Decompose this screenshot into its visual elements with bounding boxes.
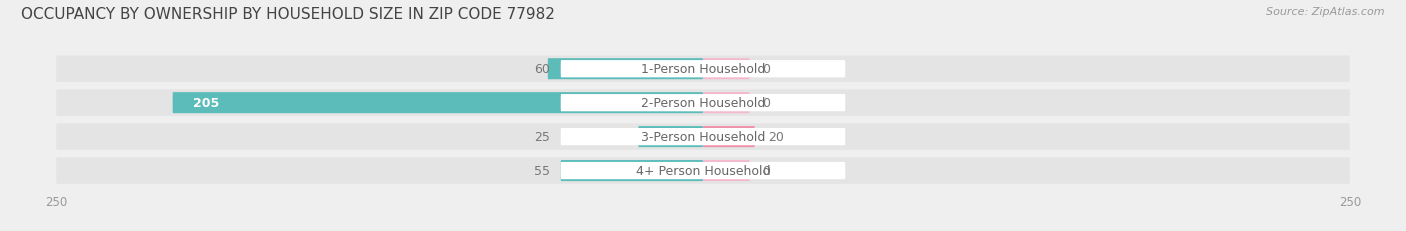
Text: OCCUPANCY BY OWNERSHIP BY HOUSEHOLD SIZE IN ZIP CODE 77982: OCCUPANCY BY OWNERSHIP BY HOUSEHOLD SIZE… (21, 7, 555, 22)
FancyBboxPatch shape (703, 160, 749, 181)
FancyBboxPatch shape (703, 93, 749, 114)
Text: 55: 55 (534, 164, 550, 177)
Text: 205: 205 (194, 97, 219, 110)
Text: 3-Person Household: 3-Person Household (641, 131, 765, 143)
FancyBboxPatch shape (561, 61, 845, 78)
FancyBboxPatch shape (56, 90, 1350, 116)
FancyBboxPatch shape (173, 93, 703, 114)
Text: 0: 0 (762, 164, 770, 177)
FancyBboxPatch shape (56, 124, 1350, 150)
FancyBboxPatch shape (638, 127, 703, 148)
Text: 0: 0 (762, 97, 770, 110)
FancyBboxPatch shape (56, 56, 1350, 83)
FancyBboxPatch shape (561, 160, 703, 181)
FancyBboxPatch shape (561, 95, 845, 112)
FancyBboxPatch shape (703, 127, 755, 148)
Text: 20: 20 (768, 131, 783, 143)
Text: 60: 60 (534, 63, 550, 76)
Text: Source: ZipAtlas.com: Source: ZipAtlas.com (1267, 7, 1385, 17)
Text: 0: 0 (762, 63, 770, 76)
FancyBboxPatch shape (561, 128, 845, 146)
Text: 1-Person Household: 1-Person Household (641, 63, 765, 76)
FancyBboxPatch shape (703, 59, 749, 80)
Text: 4+ Person Household: 4+ Person Household (636, 164, 770, 177)
Text: 25: 25 (534, 131, 550, 143)
FancyBboxPatch shape (548, 59, 703, 80)
Text: 2-Person Household: 2-Person Household (641, 97, 765, 110)
FancyBboxPatch shape (56, 158, 1350, 184)
FancyBboxPatch shape (561, 162, 845, 179)
